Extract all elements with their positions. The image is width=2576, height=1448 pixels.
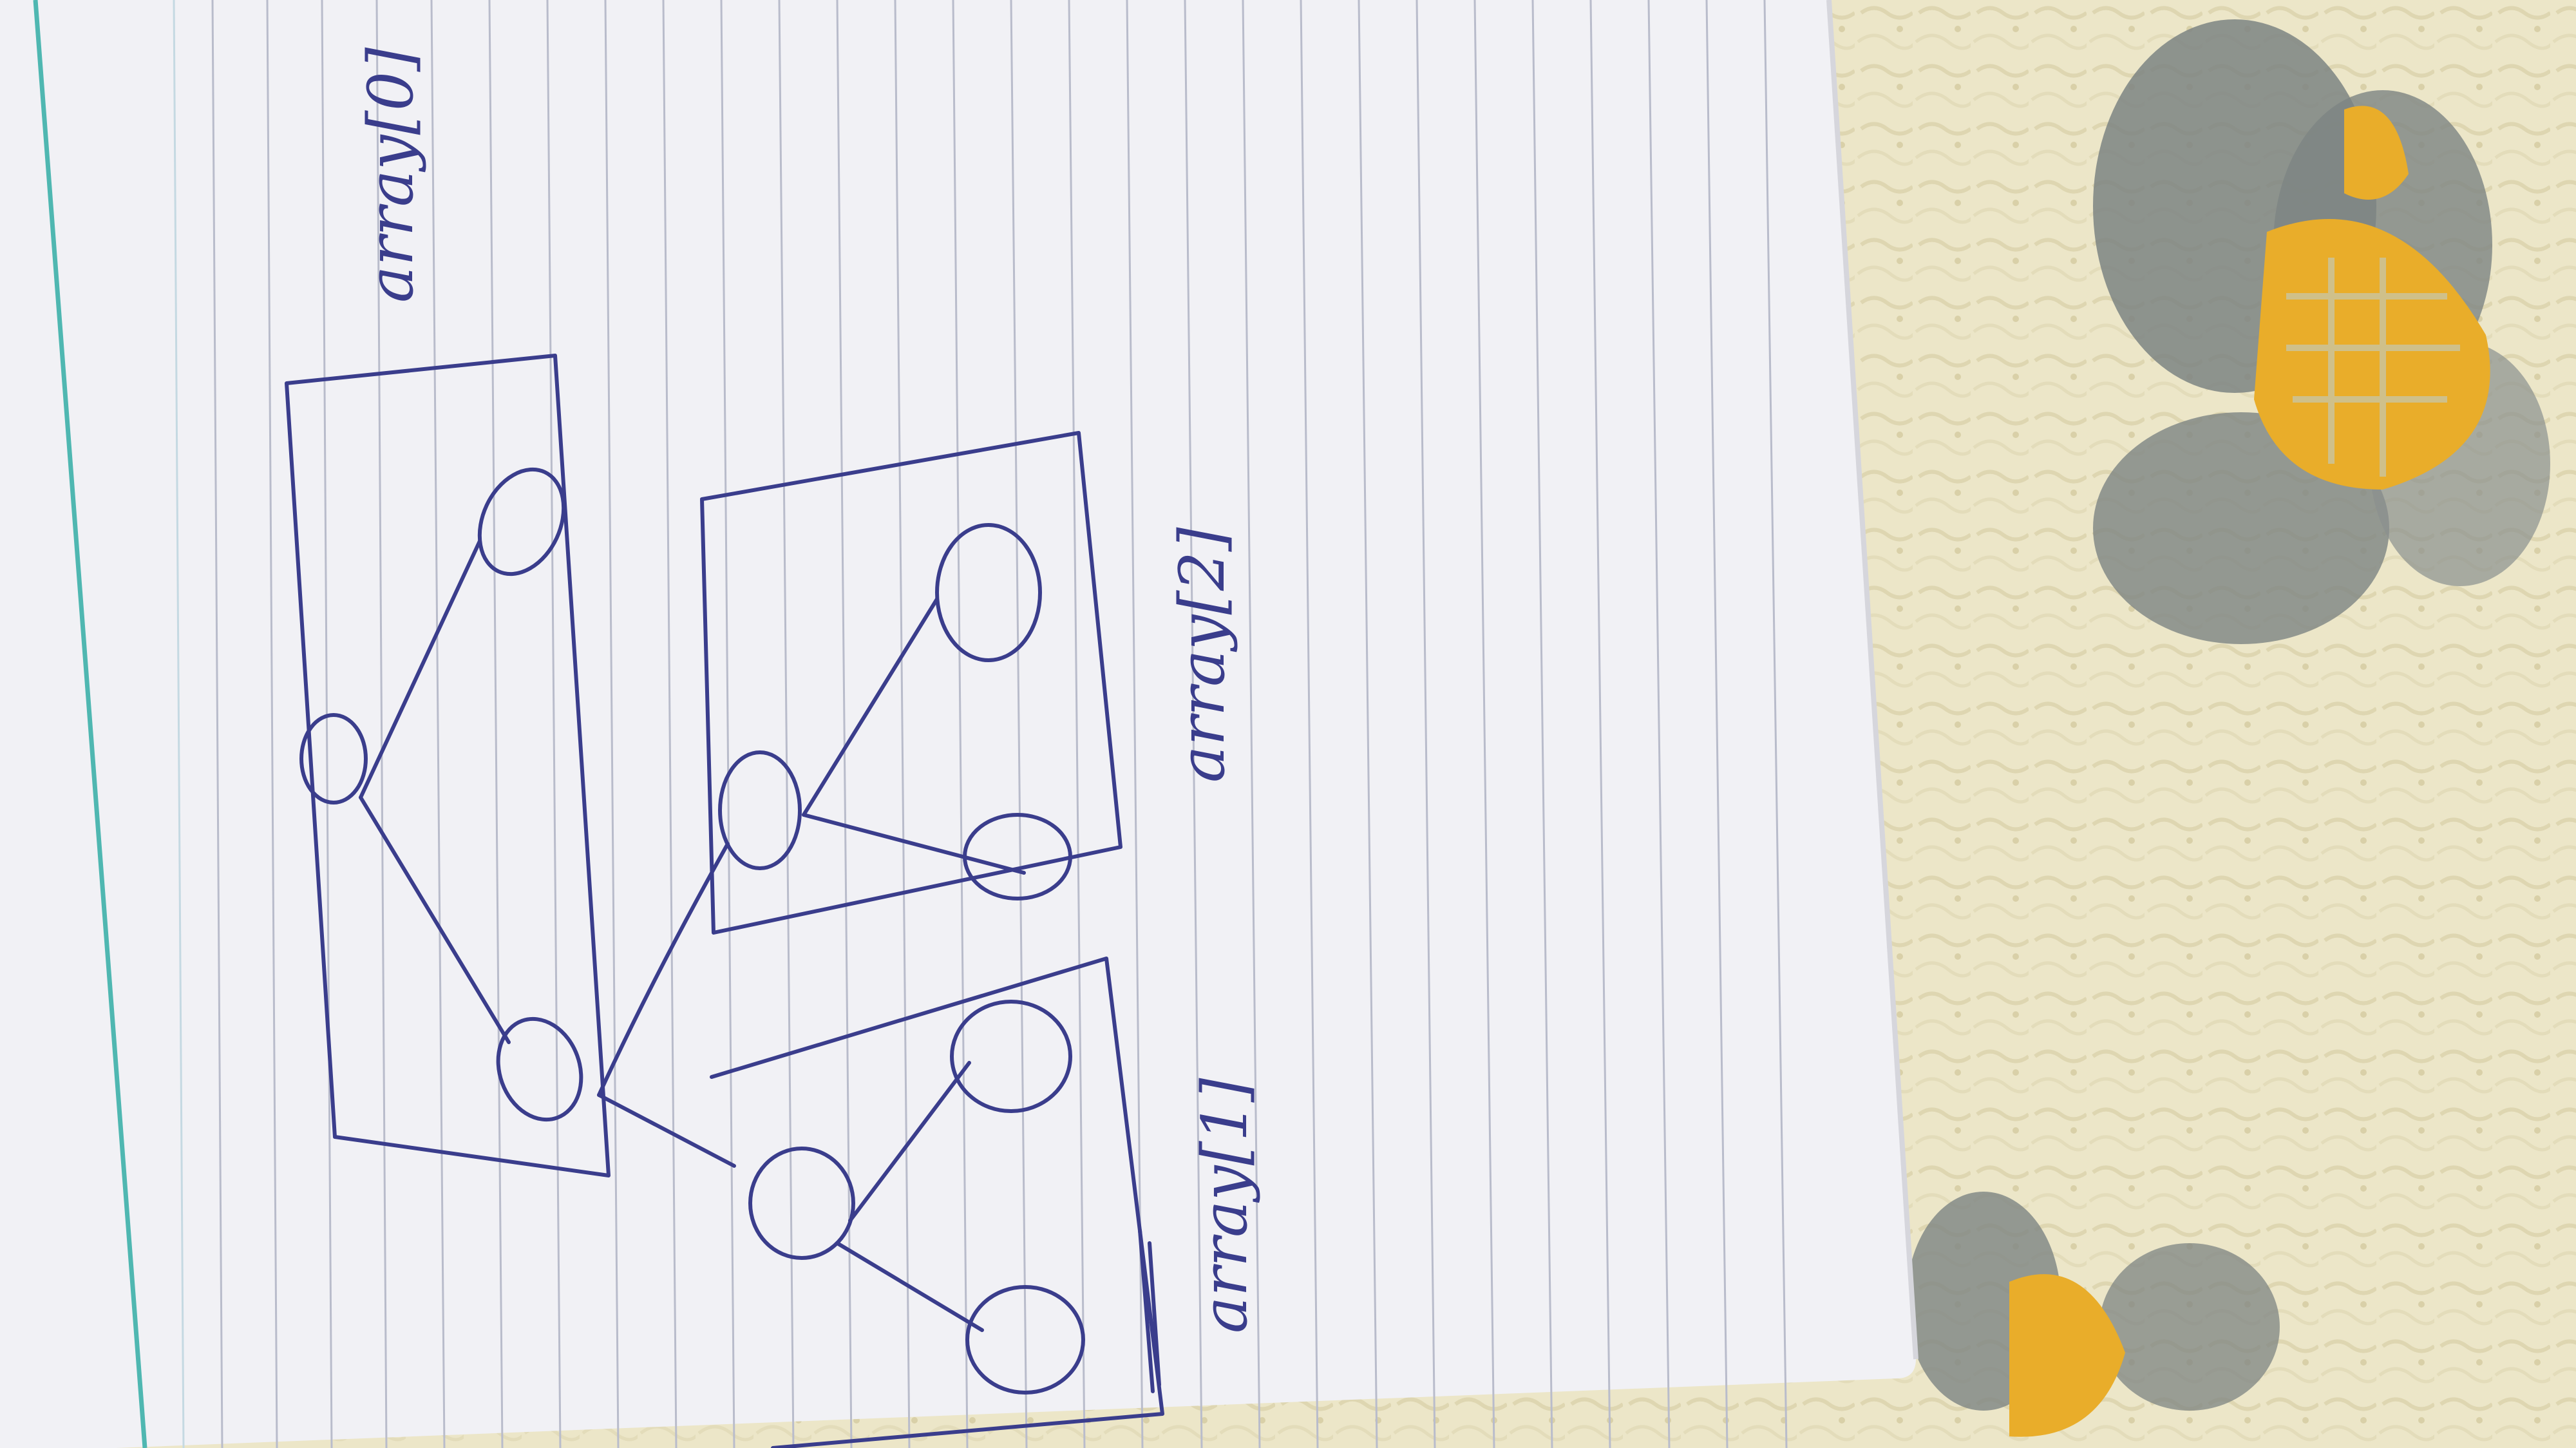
flower-motif-bottom (1906, 1192, 2280, 1437)
node-1-left (748, 1147, 855, 1260)
node-2-left (718, 750, 802, 870)
node-1-bottom (965, 1285, 1085, 1395)
flower-motif-top (2093, 19, 2550, 644)
node-0-top (477, 467, 566, 576)
notebook-page (0, 0, 1916, 1448)
ruled-lines (211, 0, 1788, 1448)
box-array-2 (700, 431, 1122, 935)
node-0-bottom (496, 1016, 583, 1122)
label-array-2: array[2] (1166, 527, 1238, 783)
box-array-1 (710, 957, 1164, 1448)
label-array-0: array[0] (355, 47, 427, 303)
node-1-top (950, 1000, 1072, 1113)
node-0-left (299, 713, 368, 805)
node-2-top (935, 523, 1042, 662)
ink-drawing (285, 354, 1164, 1448)
label-array-1: array[1] (1189, 1078, 1261, 1333)
box-array-0 (285, 354, 611, 1177)
margin-line (33, 0, 147, 1448)
